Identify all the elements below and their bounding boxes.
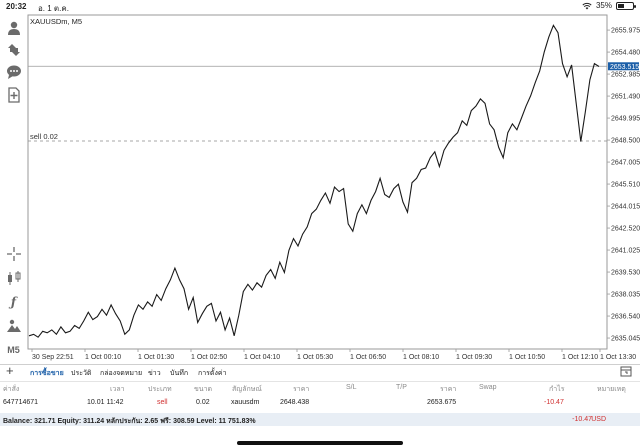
x-tick-label: 1 Oct 10:50 [509, 354, 545, 361]
current-price-box [608, 62, 639, 71]
position-row[interactable]: 647714671 10.01 11:42 sell 0.02 xauusdm … [0, 397, 640, 409]
y-tick-label: 2655.975 [611, 28, 640, 35]
current-price-label: 2653.515 [610, 64, 639, 71]
left-toolbar: ƒ M5 [0, 14, 27, 364]
account-icon[interactable] [4, 18, 23, 37]
indicators-icon[interactable] [4, 268, 23, 287]
y-tick-label: 2647.005 [611, 160, 640, 167]
col-symbol[interactable]: สัญลักษณ์ [232, 386, 262, 393]
x-tick-label: 30 Sep 22:51 [32, 354, 74, 361]
terminal-panel: + การซื้อขาย ประวัติ กล่องจดหมาย ข่าว บั… [0, 364, 640, 447]
home-indicator[interactable] [237, 441, 403, 445]
tab-settings[interactable]: การตั้งค่า [198, 370, 227, 377]
col-order[interactable]: ค่าสั่ง [3, 386, 20, 393]
col-sl[interactable]: S/L [346, 384, 357, 391]
col-profit[interactable]: กำไร [549, 386, 565, 393]
y-tick-label: 2644.015 [611, 204, 640, 211]
x-tick-label: 1 Oct 09:30 [456, 354, 492, 361]
tab-journal[interactable]: บันทึก [170, 370, 189, 377]
price-chart[interactable]: 2655.975 2654.480 2652.985 2651.490 2649.995… [27, 14, 640, 366]
status-time: 20:32 [6, 2, 27, 11]
x-tick-label: 1 Oct 02:50 [191, 354, 227, 361]
col-price[interactable]: ราคา [440, 386, 457, 393]
position-profit: -10.47 [544, 399, 564, 406]
y-tick-label: 2636.540 [611, 314, 640, 321]
y-tick-label: 2654.480 [611, 50, 640, 57]
y-tick-label: 2648.500 [611, 138, 640, 145]
function-icon[interactable]: ƒ [10, 294, 17, 309]
battery-percent: 35% [595, 1, 612, 10]
x-tick-label: 1 Oct 08:10 [403, 354, 439, 361]
position-time: 10.01 11:42 [87, 399, 124, 406]
x-tick-label: 1 Oct 00:10 [85, 354, 121, 361]
y-tick-label: 2638.035 [611, 292, 640, 299]
plot-area [27, 14, 608, 350]
profit-currency: USD [591, 416, 606, 423]
total-profit: -10.47 [572, 416, 592, 423]
chat-icon[interactable] [4, 62, 23, 81]
expand-panel-icon[interactable] [620, 366, 632, 377]
col-time[interactable]: เวลา [110, 386, 125, 393]
position-symbol: xauusdm [231, 399, 260, 406]
add-icon[interactable]: + [6, 363, 14, 378]
tab-mailbox[interactable]: กล่องจดหมาย [100, 370, 143, 377]
x-tick-label: 1 Oct 04:10 [244, 354, 280, 361]
y-tick-label: 2635.045 [611, 336, 640, 343]
status-right: 35% [582, 1, 636, 10]
objects-icon[interactable] [4, 316, 23, 335]
col-comment[interactable]: หมายเหตุ [597, 386, 626, 393]
col-swap[interactable]: Swap [479, 384, 497, 391]
x-tick-label: 1 Oct 13:30 [600, 354, 636, 361]
terminal-tabs: + การซื้อขาย ประวัติ กล่องจดหมาย ข่าว บั… [0, 363, 640, 382]
status-date: อ. 1 ต.ค. [38, 4, 69, 13]
x-tick-label: 1 Oct 12:10 [562, 354, 598, 361]
position-type: sell [157, 399, 168, 406]
y-tick-label: 2639.530 [611, 270, 640, 277]
position-volume: 0.02 [196, 399, 210, 406]
col-open-price[interactable]: ราคา [293, 386, 310, 393]
position-column-headers: ค่าสั่ง เวลา ประเภท ขนาด สัญลักษณ์ ราคา … [0, 381, 640, 393]
col-volume[interactable]: ขนาด [194, 386, 213, 393]
x-tick-label: 1 Oct 06:50 [350, 354, 386, 361]
position-open-price: 2648.438 [280, 399, 310, 406]
tab-trade[interactable]: การซื้อขาย [30, 370, 64, 382]
balance-bar: Balance: 321.71 Equity: 311.24 หลักประกั… [0, 413, 640, 426]
timeframe-button[interactable]: M5 [7, 344, 20, 355]
tab-news[interactable]: ข่าว [148, 370, 161, 377]
x-axis: 30 Sep 22:51 1 Oct 00:10 1 Oct 01:30 1 Oct … [31, 349, 636, 361]
y-tick-label: 2652.985 [611, 72, 640, 79]
x-tick-label: 1 Oct 05:30 [297, 354, 333, 361]
y-tick-label: 2649.995 [611, 116, 640, 123]
position-current-price: 2653.675 [427, 399, 457, 406]
x-tick-label: 1 Oct 01:30 [138, 354, 174, 361]
sell-position-label[interactable]: sell 0.02 [30, 132, 58, 141]
status-bar: 20:32 อ. 1 ต.ค. 35% [0, 0, 640, 14]
balance-summary: Balance: 321.71 Equity: 311.24 หลักประกั… [3, 418, 256, 425]
y-tick-label: 2651.490 [611, 94, 640, 101]
price-series-line [28, 24, 600, 338]
y-axis: 2655.975 2654.480 2652.985 2651.490 2649.995… [607, 28, 640, 343]
col-type[interactable]: ประเภท [148, 386, 172, 393]
position-ticket: 647714671 [3, 399, 39, 406]
crosshair-icon[interactable] [4, 244, 23, 263]
battery-icon [616, 1, 636, 10]
y-tick-label: 2641.025 [611, 248, 640, 255]
col-tp[interactable]: T/P [396, 384, 407, 391]
trade-arrows-icon[interactable] [4, 40, 23, 59]
y-tick-label: 2645.510 [611, 182, 640, 189]
price-chart-svg[interactable]: 2655.975 2654.480 2652.985 2651.490 2649.995… [27, 14, 640, 366]
new-order-icon[interactable] [4, 85, 23, 104]
chart-symbol: XAUUSDm, M5 [30, 17, 82, 26]
wifi-icon [582, 2, 592, 9]
tab-history[interactable]: ประวัติ [71, 370, 92, 377]
y-tick-label: 2642.520 [611, 226, 640, 233]
